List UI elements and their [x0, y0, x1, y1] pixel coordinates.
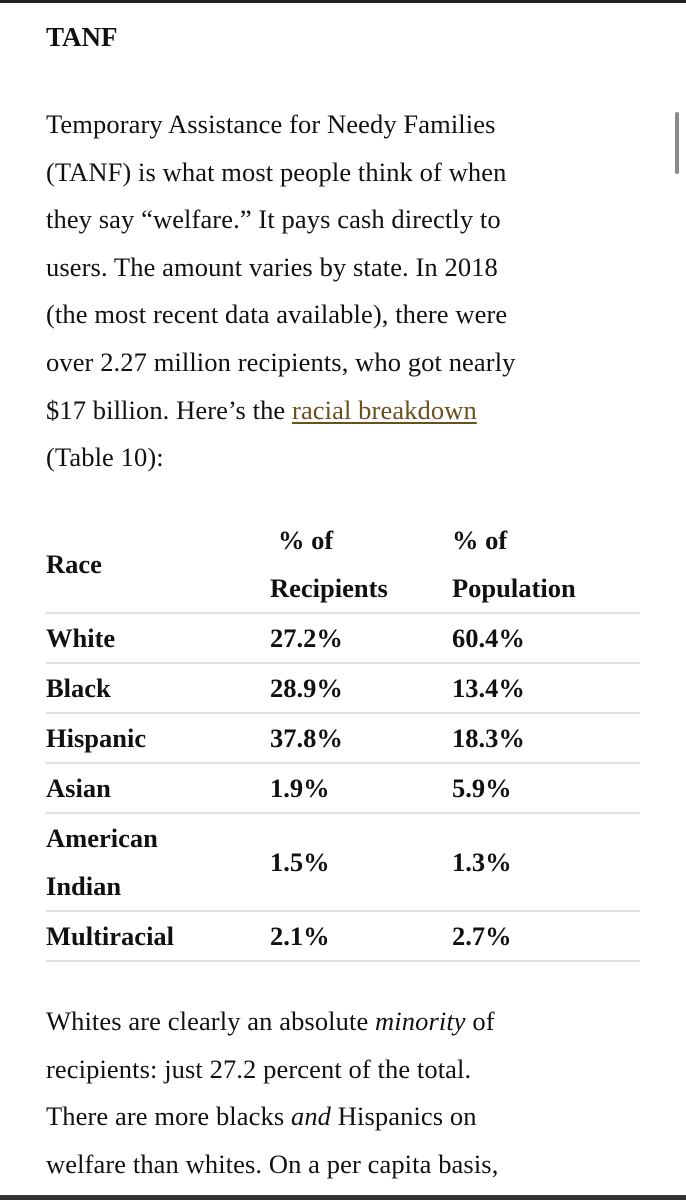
table-row: Asian 1.9% 5.9%	[46, 762, 640, 813]
header-race: Race	[46, 549, 102, 579]
text-line: There are more blacks and Hispanics on	[46, 1093, 498, 1141]
text: Whites are clearly an absolute	[46, 1006, 376, 1036]
table-header-row: Recipients Population	[46, 564, 640, 613]
text: Hispanics on	[331, 1101, 477, 1132]
table-row: Hispanic 37.8% 18.3%	[46, 712, 640, 763]
text-line: $17 billion. Here’s the racial breakdown	[46, 387, 516, 435]
text-line: (the most recent data available), there …	[46, 299, 508, 330]
cell-race: Asian	[46, 762, 270, 813]
cell-race: American Indian	[46, 812, 270, 911]
cell-race: Multiracial	[46, 910, 270, 962]
text-line: Whites are clearly an absolute minority …	[46, 998, 498, 1046]
table-row: Black 28.9% 13.4%	[46, 662, 640, 713]
cell-population: 1.3%	[452, 812, 640, 911]
cell-recipients: 1.9%	[270, 762, 452, 813]
text-line: (Table 10):	[46, 442, 164, 473]
top-border	[0, 0, 686, 3]
header-text: % of	[278, 525, 334, 555]
text-line: they say “welfare.” It pays cash directl…	[46, 204, 501, 235]
text-line: over 2.27 million recipients, who got ne…	[46, 346, 516, 377]
cell-population: 5.9%	[452, 762, 640, 813]
text-line: welfare than whites. On a per capita bas…	[46, 1148, 499, 1179]
cell-population: 60.4%	[452, 612, 640, 663]
cell-race-line: Indian	[46, 871, 122, 901]
text-line: recipients: just 27.2 percent of the tot…	[46, 1053, 472, 1084]
emphasis: and	[290, 1101, 332, 1132]
cell-population: 2.7%	[452, 910, 640, 962]
scrollbar[interactable]	[675, 112, 679, 174]
emphasis: minority	[375, 1006, 466, 1036]
text: $17 billion. Here’s the	[46, 394, 293, 425]
header-population-2: Population	[452, 573, 576, 603]
bottom-border	[0, 1195, 686, 1200]
header-population-1: % of	[452, 525, 508, 555]
cell-race: Hispanic	[46, 712, 270, 763]
text: There are more blacks	[46, 1101, 291, 1132]
cell-race: Black	[46, 662, 270, 713]
cell-population: 13.4%	[452, 662, 640, 713]
intro-paragraph: Temporary Assistance for Needy Families …	[46, 101, 516, 482]
cell-population: 18.3%	[452, 712, 640, 763]
cell-race: White	[46, 612, 270, 663]
section-heading: TANF	[46, 22, 118, 52]
cell-recipients: 28.9%	[270, 662, 452, 713]
cell-race-line: American	[46, 823, 158, 853]
table-row: Multiracial 2.1% 2.7%	[46, 910, 640, 962]
header-recipients-2: Recipients	[270, 573, 388, 603]
text-line: users. The amount varies by state. In 20…	[46, 251, 498, 282]
table-header-row: Race % of % of	[46, 516, 640, 579]
text-line: (TANF) is what most people think of when	[46, 156, 507, 187]
table-row: American Indian 1.5% 1.3%	[46, 812, 640, 911]
text: of	[465, 1006, 495, 1036]
outro-paragraph: Whites are clearly an absolute minority …	[46, 998, 498, 1188]
cell-recipients: 2.1%	[270, 910, 452, 962]
race-table: Race % of % of Recipients Population Whi…	[46, 516, 640, 962]
text-line: Temporary Assistance for Needy Families	[46, 109, 496, 139]
cell-recipients: 27.2%	[270, 612, 452, 663]
racial-breakdown-link[interactable]: racial breakdown	[292, 394, 477, 425]
cell-recipients: 37.8%	[270, 712, 452, 763]
header-recipients-1: % of	[270, 516, 452, 564]
cell-recipients: 1.5%	[270, 812, 452, 911]
table-row: White 27.2% 60.4%	[46, 612, 640, 663]
